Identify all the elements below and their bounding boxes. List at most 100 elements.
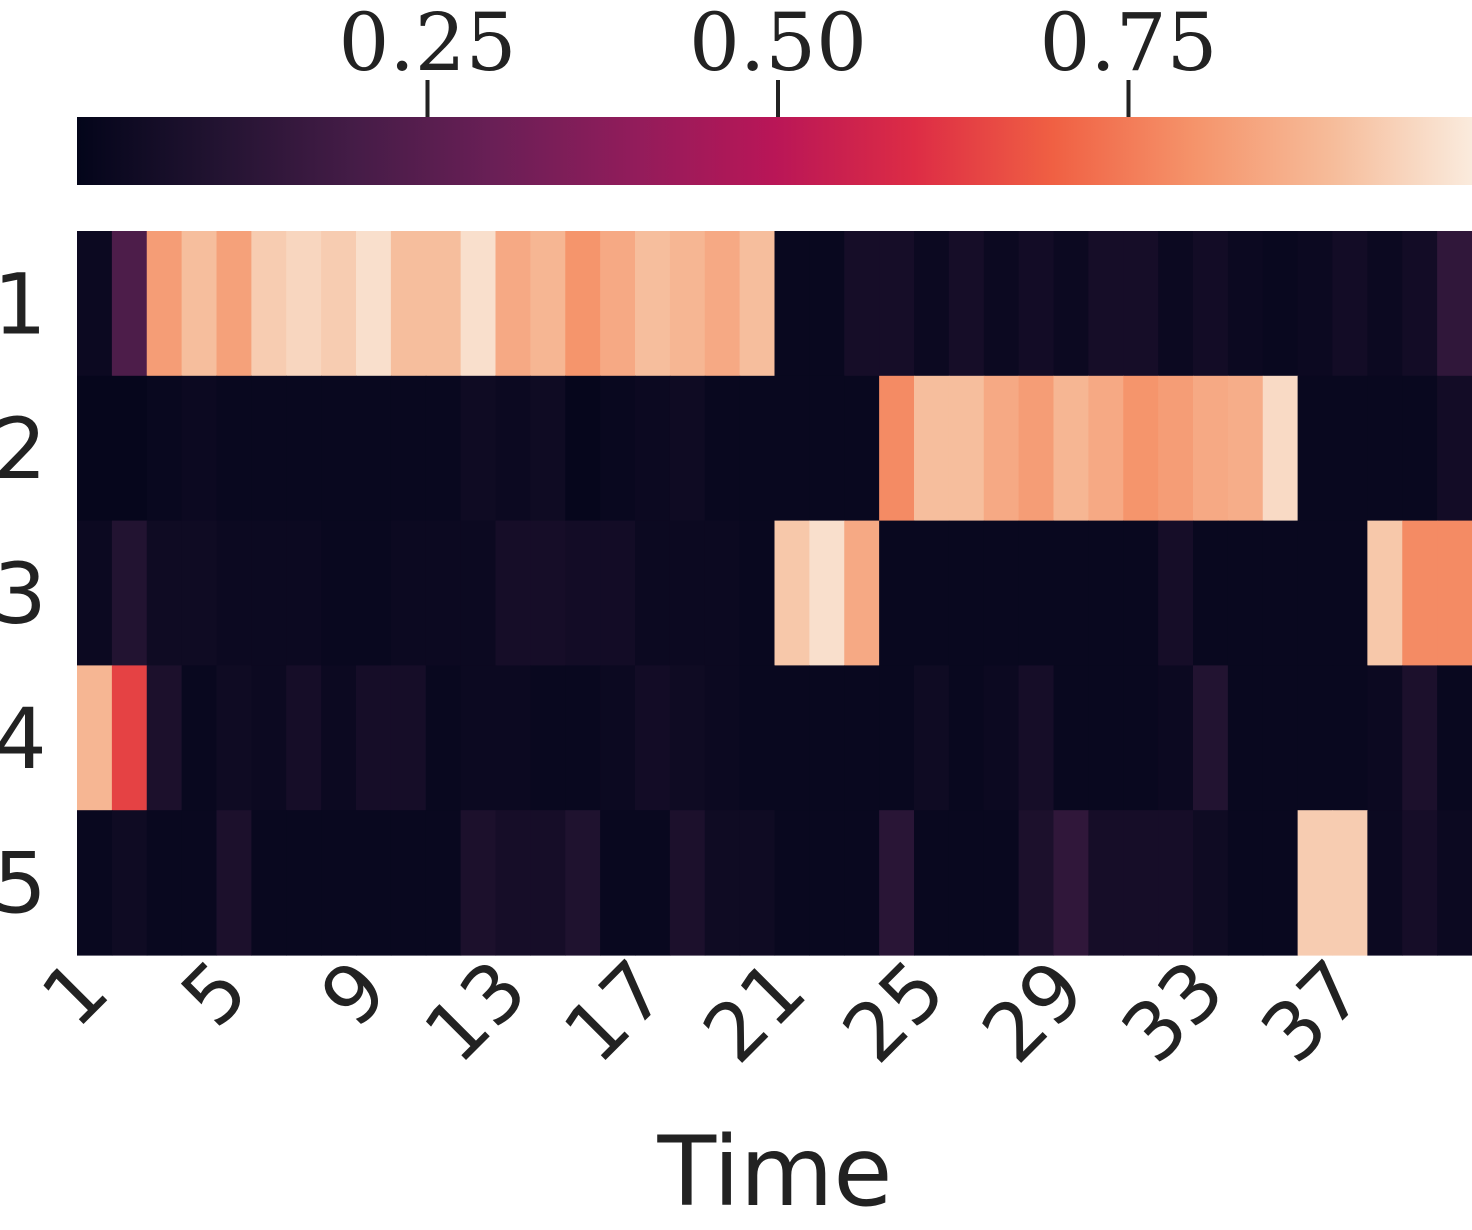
heat-cell <box>600 375 636 522</box>
heat-cell <box>111 665 148 811</box>
x-tick-label: 25 <box>825 943 963 1081</box>
heat-cell <box>739 375 776 522</box>
x-tick-label: 13 <box>407 943 545 1081</box>
heat-cell <box>356 665 392 811</box>
heat-cell <box>739 520 776 666</box>
heat-cell <box>1158 810 1194 956</box>
heat-cell <box>1088 810 1124 956</box>
heat-cell <box>286 231 322 377</box>
colorbar <box>77 117 1472 185</box>
heat-cell <box>1053 375 1089 522</box>
heat-cell <box>1123 520 1159 666</box>
heat-cell <box>1227 375 1264 522</box>
heat-cell <box>1158 665 1194 811</box>
heat-cell <box>1018 520 1055 666</box>
heat-cell <box>390 810 427 956</box>
heat-cell <box>879 375 915 522</box>
heat-cell <box>704 810 741 956</box>
heat-cell <box>635 375 671 522</box>
heat-cell <box>948 520 985 666</box>
heat-cell <box>1332 520 1368 666</box>
heat-cell <box>948 665 985 811</box>
heat-cell <box>1193 231 1229 377</box>
heat-cell <box>1262 375 1299 522</box>
heat-cell <box>774 520 810 666</box>
heat-cell <box>1227 231 1264 377</box>
heat-cell <box>1158 520 1194 666</box>
heat-cell <box>914 375 950 522</box>
x-tick-label: 17 <box>546 943 684 1081</box>
heat-cell <box>565 665 601 811</box>
heat-cell <box>356 231 392 377</box>
heat-cell <box>1227 520 1264 666</box>
heat-cell <box>425 810 462 956</box>
heat-cell <box>146 665 183 811</box>
heat-cell <box>146 810 183 956</box>
heat-cell <box>390 231 427 377</box>
heat-cell <box>425 375 462 522</box>
y-tick-label: 4 <box>0 690 47 788</box>
heat-cell <box>565 231 601 377</box>
heat-cell <box>356 810 392 956</box>
heat-cell <box>1437 810 1472 956</box>
heat-cell <box>390 375 427 522</box>
heat-cell <box>1123 231 1159 377</box>
heat-cell <box>704 520 741 666</box>
heat-cell <box>495 231 531 377</box>
heat-cell <box>1437 665 1472 811</box>
heat-cell <box>948 231 985 377</box>
heat-cell <box>844 810 880 956</box>
y-tick-label: 3 <box>0 545 47 643</box>
heat-cell <box>77 375 113 522</box>
x-tick-label: 29 <box>965 943 1103 1081</box>
heat-cell <box>1158 231 1194 377</box>
heat-cell <box>460 665 497 811</box>
heat-cell <box>321 520 357 666</box>
heat-cell <box>844 520 880 666</box>
heat-cell <box>181 520 218 666</box>
heat-cell <box>600 665 636 811</box>
heat-cell <box>460 231 497 377</box>
heat-cell <box>1262 520 1299 666</box>
heat-cell <box>1123 810 1159 956</box>
heat-cell <box>1367 520 1403 666</box>
heat-cell <box>495 520 531 666</box>
heat-cell <box>356 520 392 666</box>
heat-cell <box>530 665 566 811</box>
heat-cell <box>216 375 252 522</box>
x-tick-label: 5 <box>164 943 266 1045</box>
heat-cell <box>1402 375 1438 522</box>
heat-cell <box>1297 231 1334 377</box>
heat-cell <box>321 665 357 811</box>
heat-cell <box>251 810 287 956</box>
heat-cell <box>669 375 706 522</box>
heat-cell <box>1088 520 1124 666</box>
heat-cell <box>1332 665 1368 811</box>
heat-cell <box>1088 665 1124 811</box>
heat-cell <box>1018 231 1055 377</box>
heat-cell <box>983 231 1020 377</box>
heat-cell <box>809 375 845 522</box>
heat-cell <box>879 665 915 811</box>
heat-cell <box>704 665 741 811</box>
heat-cell <box>983 665 1020 811</box>
heat-cell <box>669 231 706 377</box>
heat-cell <box>286 375 322 522</box>
heat-cell <box>635 665 671 811</box>
heat-cell <box>1088 231 1124 377</box>
heat-cell <box>739 665 776 811</box>
heat-cell <box>251 375 287 522</box>
heat-cell <box>146 231 183 377</box>
heat-cell <box>600 520 636 666</box>
heat-cell <box>530 375 566 522</box>
x-tick-label: 21 <box>686 943 824 1081</box>
heat-cell <box>460 810 497 956</box>
heat-cell <box>983 375 1020 522</box>
heat-cell <box>321 810 357 956</box>
heat-cell <box>1262 665 1299 811</box>
heat-cell <box>216 665 252 811</box>
x-tick-label: 33 <box>1104 943 1242 1081</box>
heat-cell <box>1262 231 1299 377</box>
heat-cell <box>1018 810 1055 956</box>
